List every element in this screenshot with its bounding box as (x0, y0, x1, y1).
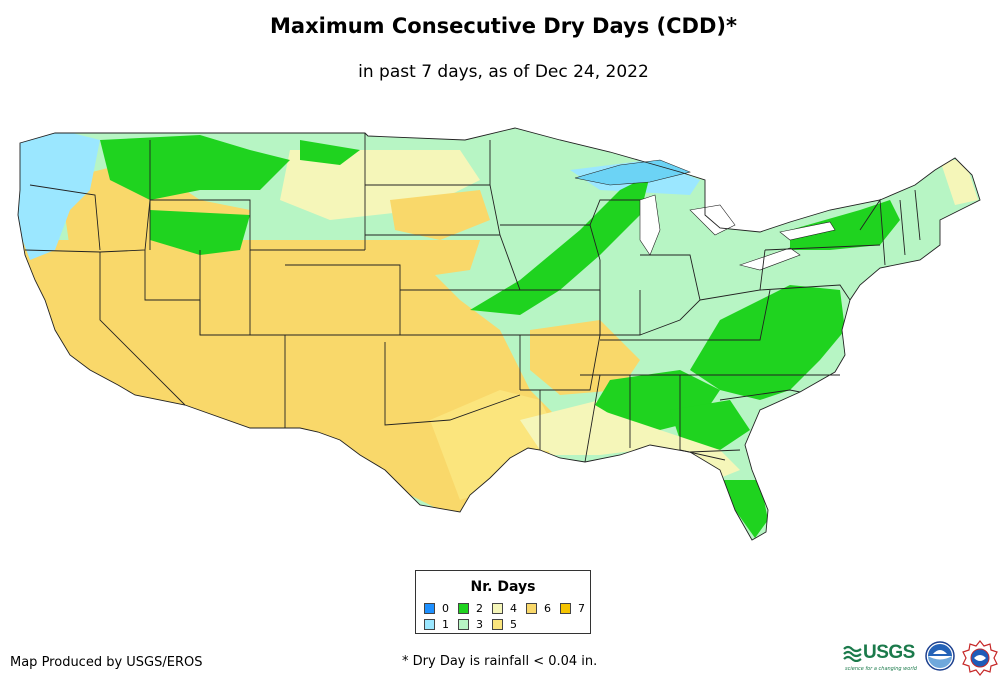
legend-label-3: 3 (476, 618, 483, 631)
agency-logos: USGS science for a changing world (843, 640, 1003, 680)
legend-swatch-0 (424, 603, 435, 614)
legend-label-0: 0 (442, 602, 449, 615)
legend-swatch-1 (424, 619, 435, 630)
legend-label-1: 1 (442, 618, 449, 631)
usgs-tagline: science for a changing world (845, 666, 917, 672)
dry-day-footnote: * Dry Day is rainfall < 0.04 in. (402, 654, 598, 669)
usgs-wave-icon (843, 645, 862, 662)
legend-label-6: 6 (544, 602, 551, 615)
legend-label-2: 2 (476, 602, 483, 615)
legend-swatch-4 (492, 603, 503, 614)
legend-swatch-5 (492, 619, 503, 630)
map-credit: Map Produced by USGS/EROS (10, 655, 203, 670)
state-borders (17, 127, 981, 541)
legend-swatch-7 (560, 603, 571, 614)
map-legend: Nr. Days 0 1 2 3 4 5 6 7 (415, 570, 591, 634)
legend-swatch-6 (526, 603, 537, 614)
map-title: Maximum Consecutive Dry Days (CDD)* (270, 14, 737, 38)
nws-logo-icon (962, 640, 998, 676)
dry-days-fill (18, 128, 980, 540)
legend-swatch-3 (458, 619, 469, 630)
legend-swatch-2 (458, 603, 469, 614)
legend-title: Nr. Days (470, 579, 536, 595)
usgs-logo: USGS (863, 642, 915, 663)
map-subtitle: in past 7 days, as of Dec 24, 2022 (358, 62, 649, 82)
noaa-logo-icon (925, 641, 955, 671)
legend-label-4: 4 (510, 602, 517, 615)
legend-label-5: 5 (510, 618, 517, 631)
legend-label-7: 7 (578, 602, 585, 615)
